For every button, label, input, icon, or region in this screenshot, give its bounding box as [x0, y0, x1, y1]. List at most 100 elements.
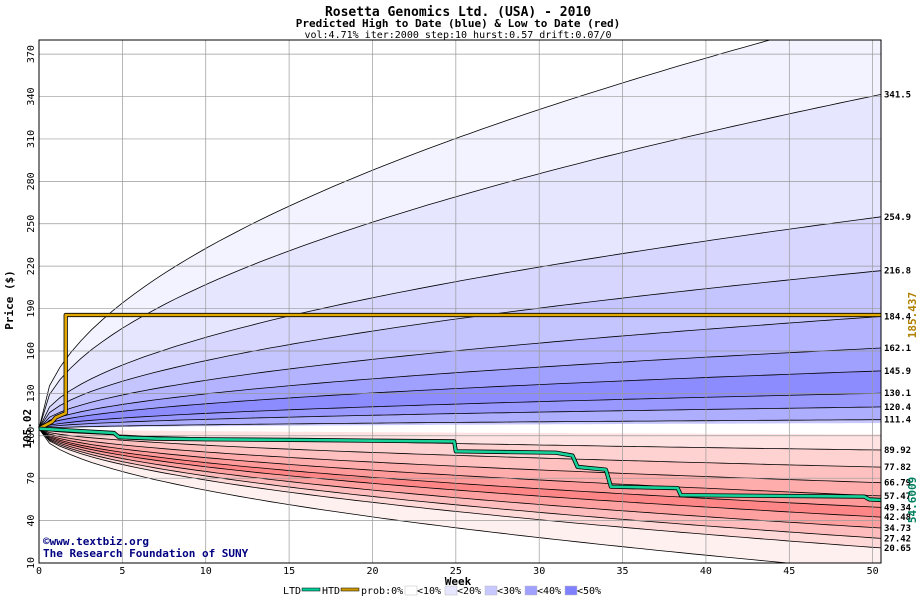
band-line-0 — [39, 40, 772, 429]
legend-swatch-htd — [340, 587, 360, 592]
x-tick-label: 40 — [700, 566, 712, 577]
low-band-0 — [39, 428, 881, 450]
high-band-4 — [39, 316, 881, 429]
y-tick-label: 370 — [26, 45, 37, 63]
band-line-7 — [39, 392, 881, 430]
band-end-label: 42.48 — [884, 513, 911, 523]
band-line-15 — [39, 428, 881, 518]
band-end-label: 66.79 — [884, 479, 911, 489]
legend-label-htd: HTD — [322, 586, 340, 597]
high-band-0 — [39, 40, 881, 429]
band-line-6 — [39, 370, 881, 430]
band-line-5 — [39, 347, 881, 430]
legend-label-band-6: <40% — [537, 586, 561, 597]
legend-label-band-7: <50% — [577, 586, 601, 597]
legend-label-band-3: <10% — [417, 586, 441, 597]
y-tick-label: 340 — [26, 88, 37, 106]
ltd-value-label: 54.6009 — [906, 477, 919, 523]
plot-area: 0 5 10 15 20 25 30 35 40 45 50 10 40 70 100 130 160 190 22… — [21, 39, 919, 577]
band-end-label: 341.5 — [884, 90, 911, 100]
legend-label-band-4: <20% — [457, 586, 481, 597]
y-tick-label: 100 — [26, 427, 37, 445]
high-band-7 — [39, 393, 881, 429]
legend-swatch-band-5 — [484, 585, 498, 596]
band-line-2 — [39, 216, 881, 429]
low-band-7 — [39, 428, 881, 539]
band-end-label: 77.82 — [884, 463, 911, 473]
x-tick-label: 45 — [783, 566, 795, 577]
y-axis-label: Price ($) — [3, 270, 16, 330]
band-line-4 — [39, 316, 881, 429]
low-band-9 — [39, 428, 881, 563]
band-line-3 — [39, 270, 881, 429]
band-end-label: 111.4 — [884, 416, 912, 426]
y-tick-label: 10 — [26, 557, 37, 569]
band-end-label: 20.65 — [884, 544, 911, 554]
x-tick-label: 50 — [867, 566, 879, 577]
y-tick-label: 160 — [26, 342, 37, 360]
legend-swatch-band-3 — [404, 585, 418, 596]
high-band-1 — [39, 94, 881, 429]
legend-swatch-band-7 — [564, 585, 578, 596]
y-tick-label: 310 — [26, 130, 37, 148]
high-band-6 — [39, 370, 881, 429]
band-end-label: 130.1 — [884, 389, 911, 399]
y-tick-label: 190 — [26, 300, 37, 318]
htd-value-label: 185.437 — [906, 292, 919, 338]
low-band-1 — [39, 428, 881, 468]
low-band-3 — [39, 428, 881, 496]
legend-swatch-band-4 — [444, 585, 458, 596]
legend-swatch-band-6 — [524, 585, 538, 596]
y-tick-label: 250 — [26, 215, 37, 233]
y-tick-label: 70 — [26, 472, 37, 484]
legend-swatch-ltd — [301, 587, 321, 592]
band-line-9 — [39, 419, 881, 430]
plot-frame — [38, 39, 882, 564]
band-end-label: 34.73 — [884, 524, 911, 534]
legend-label-band-5: <30% — [497, 586, 521, 597]
credit-line-2: The Research Foundation of SUNY — [43, 547, 249, 560]
x-tick-label: 15 — [283, 566, 295, 577]
y-tick-label: 130 — [26, 384, 37, 402]
chart-subtitle: Predicted High to Date (blue) & Low to D… — [296, 17, 621, 30]
band-line-16 — [39, 428, 881, 529]
legend: LTD HTD prob:0% <10% <20% <30% <40% <50% — [283, 585, 601, 597]
band-end-label: 145.9 — [884, 367, 911, 377]
band-end-label: 89.92 — [884, 446, 911, 456]
x-tick-label: 25 — [450, 566, 462, 577]
x-tick-label: 35 — [617, 566, 629, 577]
x-tick-label: 5 — [119, 566, 125, 577]
band-end-label: 49.34 — [884, 503, 912, 513]
band-end-label: 184.4 — [884, 312, 912, 322]
y-tick-label: 280 — [26, 172, 37, 190]
band-end-label: 27.42 — [884, 534, 911, 544]
band-line-17 — [39, 428, 881, 539]
credit-line-1: ©www.textbiz.org — [43, 535, 149, 548]
x-axis-label: Week — [445, 575, 472, 588]
band-line-8 — [39, 406, 881, 430]
x-tick-label: 10 — [200, 566, 212, 577]
band-end-label: 162.1 — [884, 344, 911, 354]
high-band-8 — [39, 406, 881, 429]
chart-params: vol:4.71% iter:2000 step:10 hurst:0.57 d… — [304, 30, 611, 41]
legend-label-ltd: LTD — [283, 586, 301, 597]
band-line-11 — [39, 428, 881, 468]
low-band-6 — [39, 428, 881, 528]
x-tick-label: 0 — [36, 566, 42, 577]
high-band-2 — [39, 216, 881, 429]
y-tick-label: 220 — [26, 257, 37, 275]
band-line-18 — [39, 428, 881, 549]
high-band-3 — [39, 270, 881, 429]
low-band-8 — [39, 428, 881, 548]
band-line-14 — [39, 428, 881, 508]
band-line-13 — [39, 428, 881, 497]
high-band-9 — [39, 419, 881, 429]
legend-label-prob: prob:0% — [361, 586, 403, 597]
chart-title: Rosetta Genomics Ltd. (USA) - 2010 — [325, 5, 591, 20]
x-tick-label: 20 — [366, 566, 378, 577]
band-end-label: 216.8 — [884, 267, 911, 277]
y-tick-label: 40 — [26, 515, 37, 527]
x-tick-label: 30 — [533, 566, 545, 577]
